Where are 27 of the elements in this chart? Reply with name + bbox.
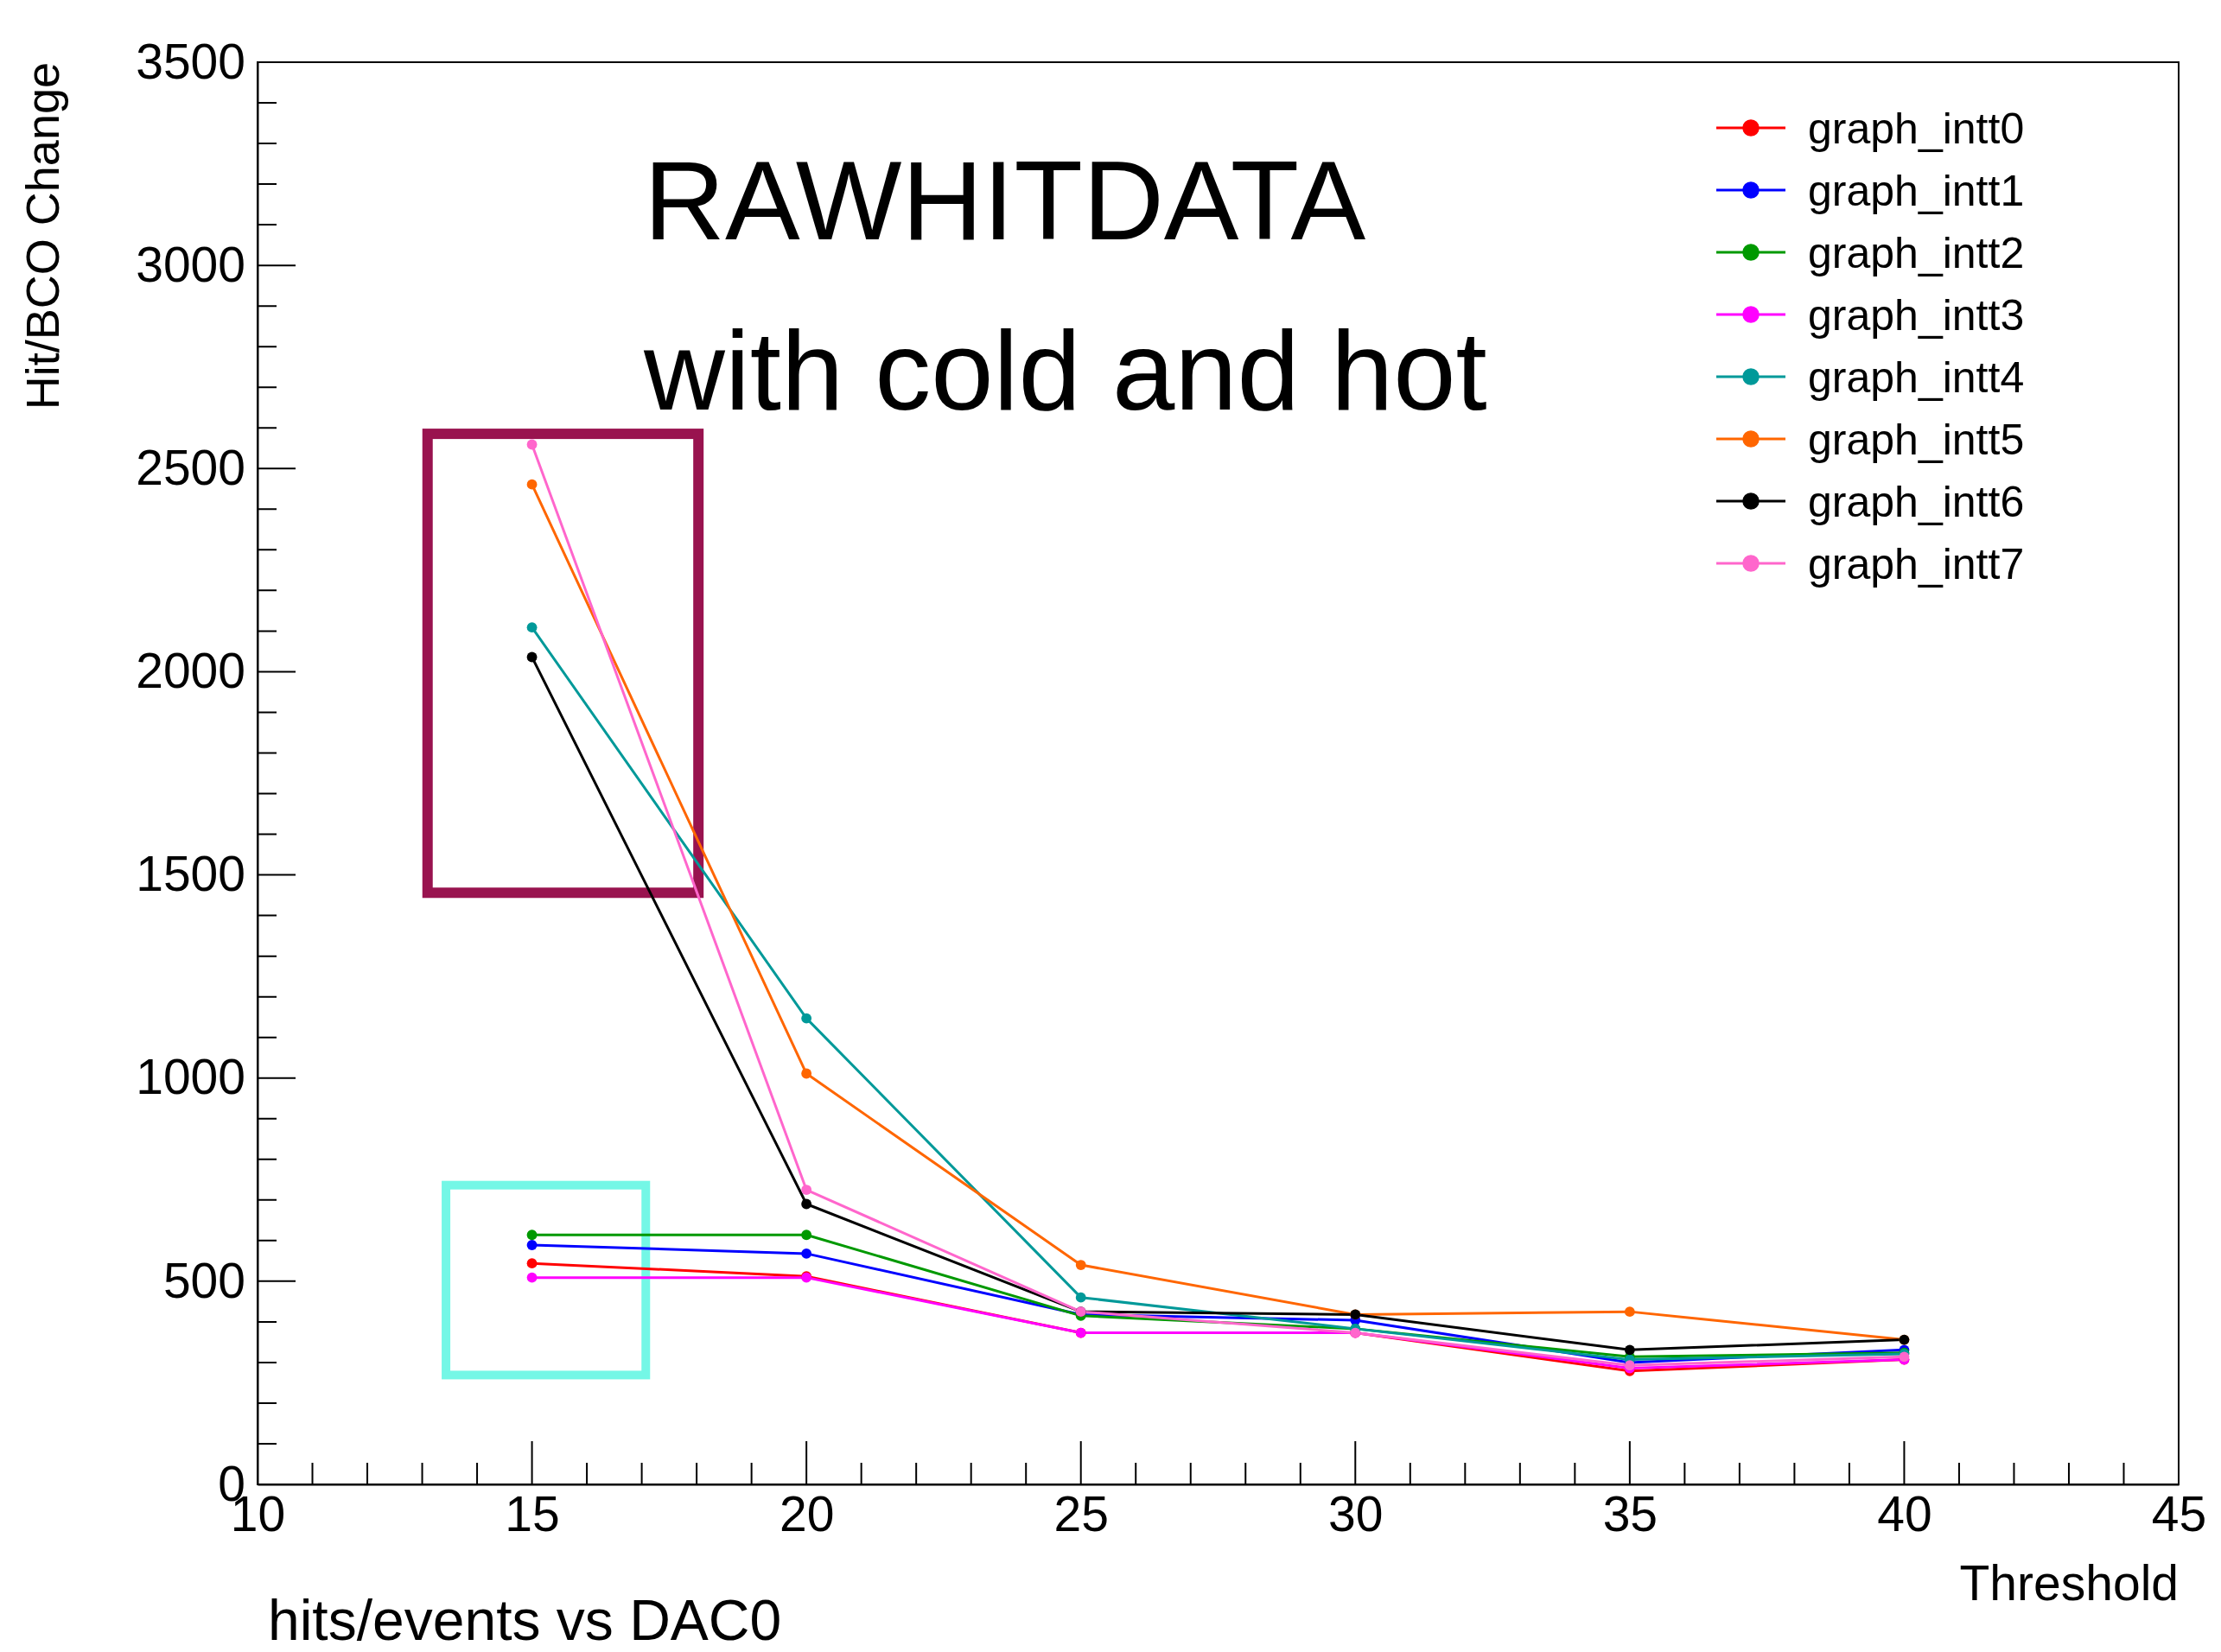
- legend-label: graph_intt3: [1808, 290, 2025, 340]
- x-tick-label: 40: [1877, 1486, 1932, 1542]
- y-tick-label: 1000: [136, 1049, 245, 1105]
- annotation: with cold and hot: [643, 308, 1487, 434]
- x-tick-label: 30: [1328, 1486, 1384, 1542]
- annotation: RAWHITDATA: [644, 137, 1366, 264]
- y-tick-label: 3500: [136, 33, 245, 89]
- x-tick-label: 20: [779, 1486, 835, 1542]
- y-tick-label: 2000: [136, 643, 245, 699]
- x-tick-label: 35: [1602, 1486, 1658, 1542]
- x-axis-title: Threshold: [1959, 1555, 2179, 1611]
- x-tick-label: 25: [1053, 1486, 1109, 1542]
- y-tick-label: 500: [162, 1252, 245, 1308]
- legend-label: graph_intt1: [1808, 166, 2025, 215]
- y-axis-title: Hit/BCO Change: [16, 62, 68, 410]
- y-tick-label: 3000: [136, 236, 245, 292]
- y-tick-label: 1500: [136, 846, 245, 902]
- x-tick-label: 45: [2151, 1486, 2207, 1542]
- y-tick-label: 2500: [136, 440, 245, 496]
- text: hits/events vs DAC0: [268, 1588, 782, 1652]
- x-tick-label: 15: [505, 1486, 560, 1542]
- legend-label: graph_intt2: [1808, 228, 2025, 277]
- legend-label: graph_intt5: [1808, 415, 2025, 464]
- legend-label: graph_intt0: [1808, 104, 2025, 153]
- legend-label: graph_intt7: [1808, 539, 2025, 588]
- legend-label: graph_intt4: [1808, 353, 2025, 402]
- legend-label: graph_intt6: [1808, 477, 2025, 526]
